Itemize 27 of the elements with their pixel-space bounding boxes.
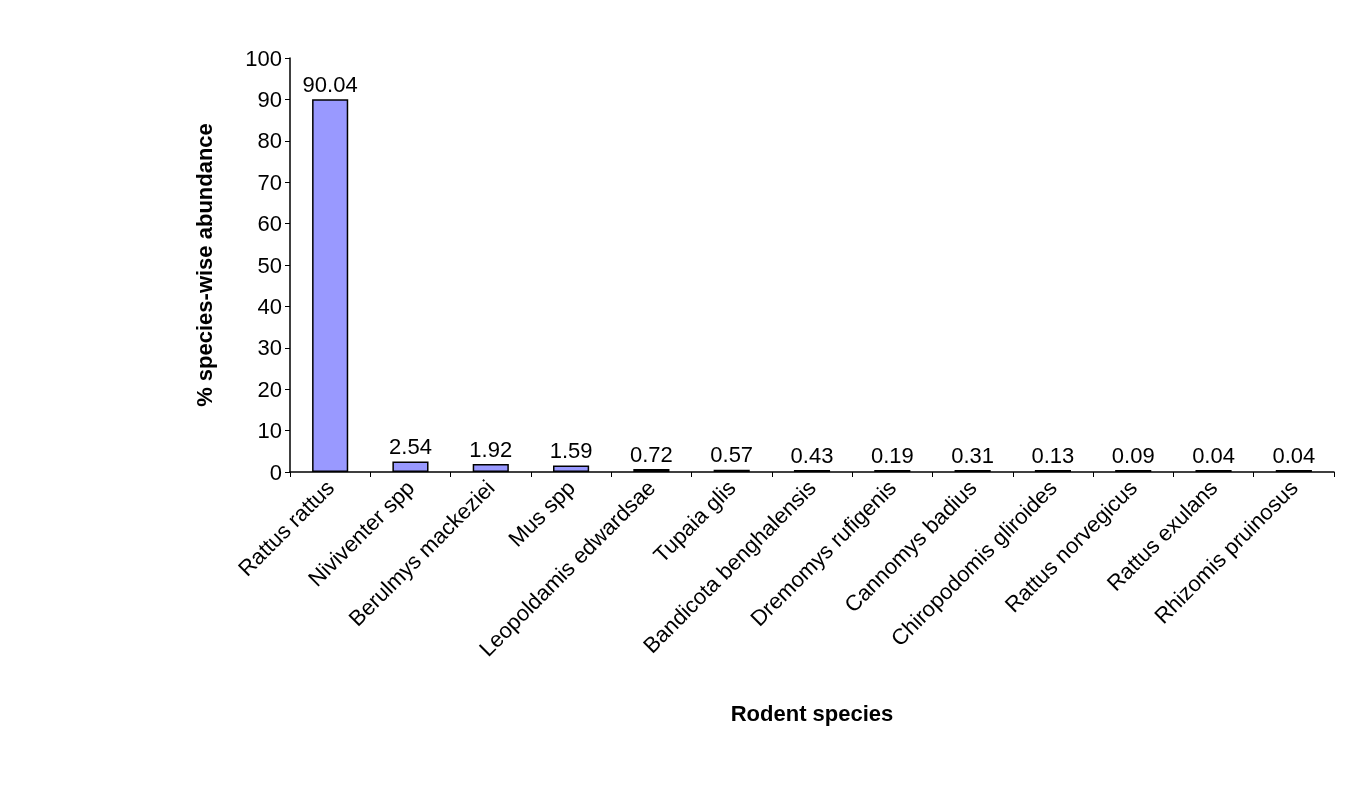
x-tick-label: Mus spp (503, 475, 580, 552)
y-tick-label: 80 (257, 128, 282, 154)
y-tick-label: 30 (257, 335, 282, 361)
data-label: 0.19 (870, 442, 914, 468)
data-label: 0.09 (1111, 442, 1155, 468)
data-label: 0.04 (1272, 442, 1316, 468)
y-tick-label: 20 (257, 376, 282, 402)
data-label: 0.31 (951, 442, 995, 468)
data-label: 1.92 (469, 436, 513, 462)
y-tick-label: 70 (257, 169, 282, 195)
y-tick-label: 90 (257, 86, 282, 112)
y-tick-label: 100 (245, 45, 282, 71)
y-tick-label: 50 (257, 252, 282, 278)
data-label: 0.57 (710, 442, 754, 468)
y-axis-title: % species-wise abundance (191, 123, 217, 407)
data-label: 0.72 (629, 441, 673, 467)
y-tick-label: 40 (257, 293, 282, 319)
y-tick-label: 60 (257, 211, 282, 237)
data-label: 2.54 (389, 433, 432, 459)
data-label: 90.04 (302, 71, 358, 97)
data-label: 0.43 (790, 442, 834, 468)
x-axis-title: Rodent species (730, 700, 894, 726)
y-tick-label: 0 (269, 459, 282, 485)
data-label: 0.04 (1192, 442, 1235, 468)
data-label: 1.59 (549, 437, 593, 463)
y-tick-label: 10 (257, 418, 282, 444)
data-label: 0.13 (1031, 442, 1075, 468)
